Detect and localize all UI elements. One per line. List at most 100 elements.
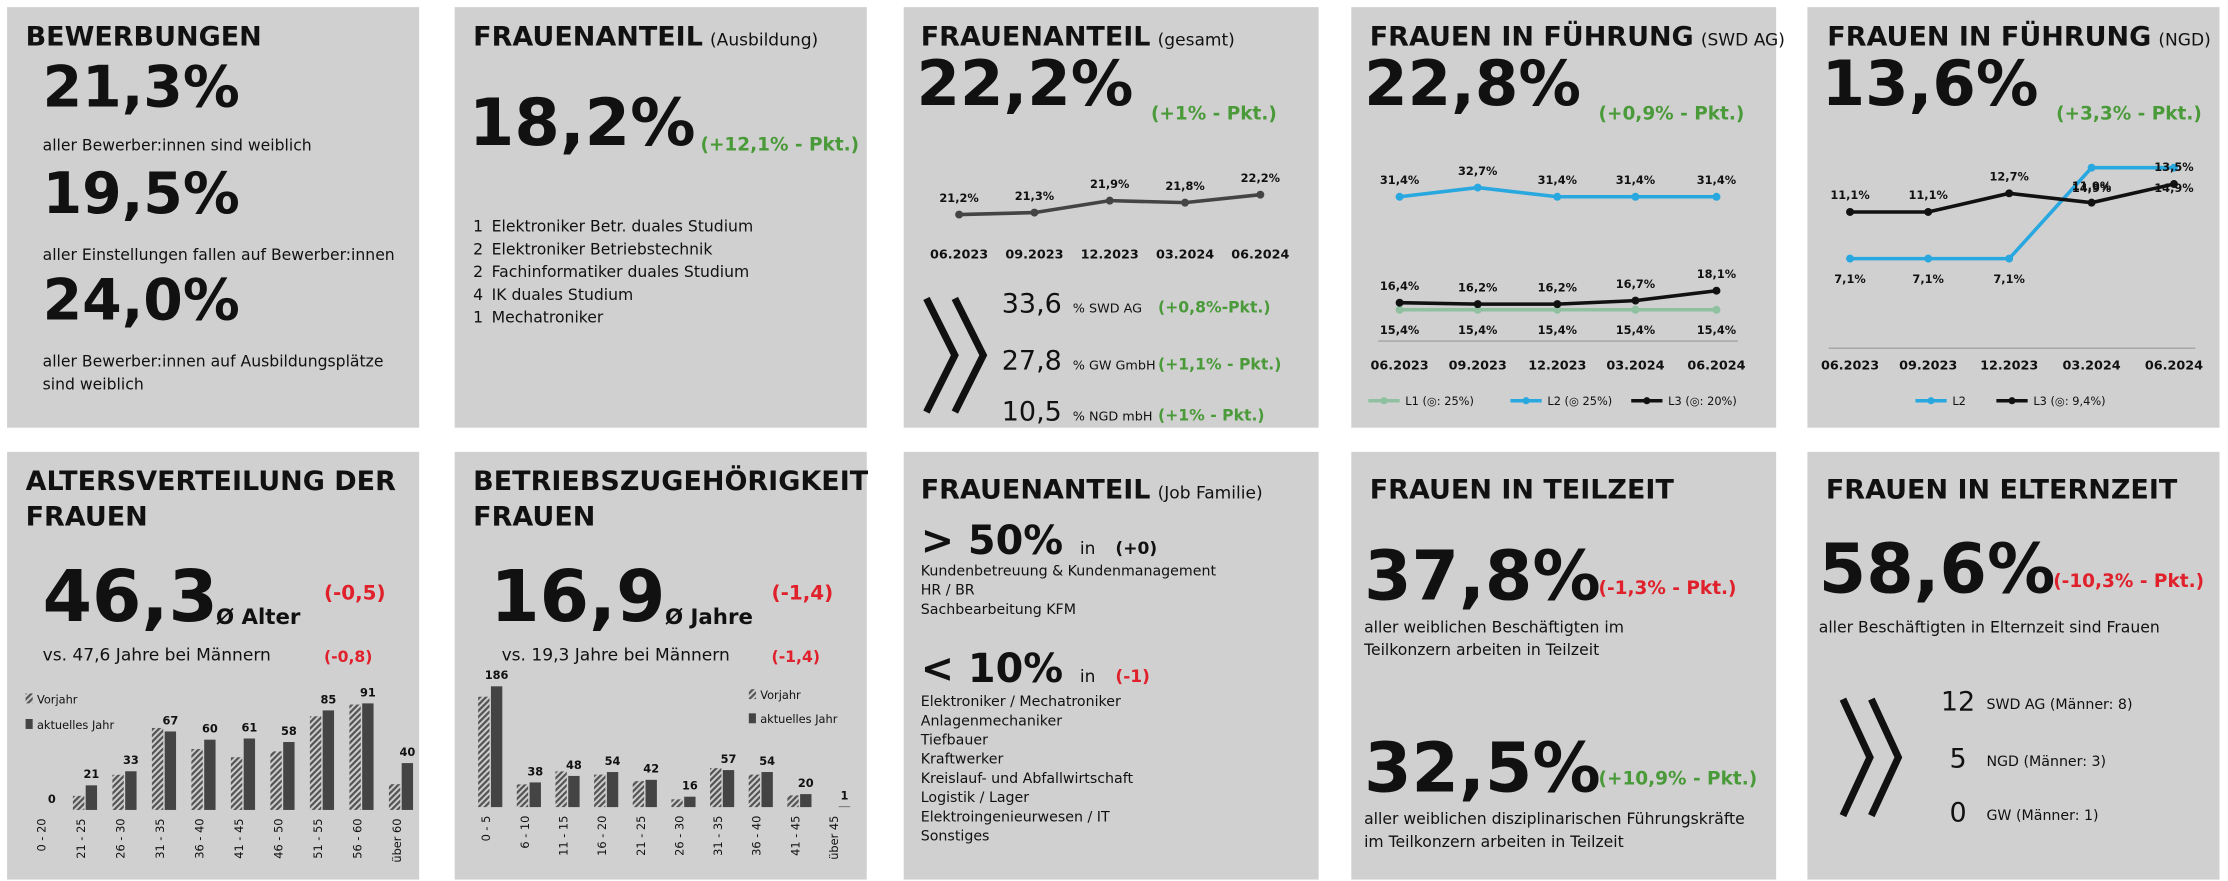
bar: [516, 784, 529, 808]
line-point: [1181, 198, 1190, 207]
line-point: [1105, 196, 1114, 205]
data-label: 15,4%: [1458, 323, 1498, 337]
legend-label: L3 (◎: 9,4%): [2033, 394, 2105, 408]
chevrons: [923, 296, 1903, 818]
x-tick-label: 09.2023: [1005, 248, 1063, 263]
kpi-text: aller Bewerber:innen auf Ausbildungsplät…: [43, 352, 384, 371]
line-point: [1553, 305, 1562, 314]
x-tick-label: 46 - 50: [271, 818, 285, 858]
kpi-text: sind weiblich: [43, 374, 144, 393]
kpi-value: 37,8%: [1364, 538, 1601, 617]
tile-backgrounds: [7, 7, 2220, 880]
title-subtitle: (Job Familie): [1158, 484, 1263, 504]
data-label: 7,1%: [1993, 272, 2025, 286]
line-point: [1712, 192, 1721, 201]
x-tick-label: über 60: [390, 818, 404, 862]
bar: [800, 794, 812, 808]
bar: [125, 771, 137, 810]
data-label: 11,1%: [1830, 188, 1870, 202]
data-label: 15,4%: [1616, 323, 1656, 337]
data-label: 54: [759, 754, 775, 768]
list-count: 2: [473, 239, 483, 258]
data-label: 54: [605, 754, 621, 768]
data-label: 31,4%: [1616, 173, 1656, 187]
title-text: FRAUEN IN FÜHRUNG: [1370, 19, 1694, 52]
legend-label: L3 (◎: 20%): [1668, 394, 1737, 408]
line-point: [2170, 180, 2178, 188]
data-label: 33: [123, 753, 139, 767]
x-tick-label: 12.2023: [1980, 358, 2038, 373]
list-label: Mechatroniker: [492, 308, 604, 327]
list-count: 1: [473, 308, 483, 327]
list-unit: % GW GmbH: [1073, 358, 1156, 373]
data-label: 0: [48, 792, 56, 806]
group-change: (-1): [1115, 667, 1150, 687]
data-label: 48: [566, 758, 582, 772]
data-label: 16,2%: [1538, 280, 1578, 294]
tile: [7, 7, 420, 428]
data-label: 58: [281, 724, 297, 738]
line-point: [1395, 305, 1404, 314]
kpi-change: (-1,4): [772, 582, 834, 605]
group-item: Kundenbetreuung & Kundenmanagement: [921, 563, 1217, 579]
bar: [671, 799, 683, 808]
line-point: [1631, 305, 1640, 314]
x-tick-label: 09.2023: [1449, 358, 1507, 373]
data-label: 20: [798, 776, 814, 790]
list-unit: % SWD AG: [1073, 302, 1142, 317]
kpi-note-change: (-1,4): [772, 647, 820, 666]
data-label: 85: [320, 692, 336, 706]
data-label: 60: [202, 722, 218, 736]
tile-title: FRAUEN IN TEILZEIT: [1370, 475, 1675, 506]
bar: [309, 716, 322, 810]
title-text: FRAUEN IN FÜHRUNG: [1827, 19, 2151, 52]
x-tick-label: 11 - 15: [557, 816, 571, 856]
list-value: 10,5: [1002, 397, 1062, 428]
data-label: 16,7%: [1616, 277, 1656, 291]
bar: [606, 772, 619, 808]
legend-swatch: [1380, 397, 1388, 405]
legend-swatch: [1927, 397, 1935, 405]
bar: [568, 775, 580, 808]
data-label: 12,7%: [1989, 170, 2029, 184]
legend-swatch: [2008, 397, 2016, 405]
x-tick-label: 0 - 20: [34, 818, 48, 851]
line-point: [1712, 305, 1721, 314]
tile: [903, 451, 1319, 880]
list-label: Elektroniker Betriebstechnik: [492, 239, 713, 258]
data-label: 16,4%: [1380, 279, 1420, 293]
title-text: FRAUENANTEIL: [473, 21, 703, 52]
bar: [761, 772, 773, 808]
list-count: 1: [473, 217, 483, 236]
bar: [684, 796, 696, 808]
bar: [243, 738, 256, 810]
title-text: FRAUEN IN TEILZEIT: [1370, 475, 1675, 506]
line-point: [1631, 192, 1640, 201]
list-label: GW (Männer: 1): [1986, 808, 2098, 824]
title-text: FRAUEN IN ELTERNZEIT: [1826, 475, 2178, 506]
list-label: NGD (Männer: 3): [1986, 754, 2106, 770]
kpi-text: Teilkonzern arbeiten in Teilzeit: [1363, 640, 1599, 659]
list-change: (+1% - Pkt.): [1158, 406, 1265, 425]
bar: [230, 757, 243, 810]
bar: [838, 806, 851, 808]
line-point: [1846, 208, 1855, 216]
kpi-value: 32,5%: [1364, 729, 1601, 808]
data-label: 91: [360, 685, 376, 699]
data-label: 21,2%: [939, 191, 979, 205]
legend-swatch: [25, 693, 33, 704]
bar: [362, 703, 374, 810]
bar: [710, 768, 722, 808]
chevron: [923, 296, 959, 414]
legend-swatch: [1522, 397, 1530, 405]
data-label: 21,3%: [1015, 189, 1055, 203]
tile: [454, 451, 867, 880]
kpi-text: aller weiblichen disziplinarischen Führu…: [1364, 809, 1745, 828]
x-tick-label: 06.2024: [1687, 358, 1745, 373]
bar: [349, 704, 361, 810]
kpi-note: vs. 47,6 Jahre bei Männern: [43, 646, 271, 666]
data-label: 11,1%: [1908, 188, 1948, 202]
title-text: FRAUENANTEIL: [921, 475, 1151, 506]
kpi-value: 22,8%: [1364, 47, 1581, 120]
